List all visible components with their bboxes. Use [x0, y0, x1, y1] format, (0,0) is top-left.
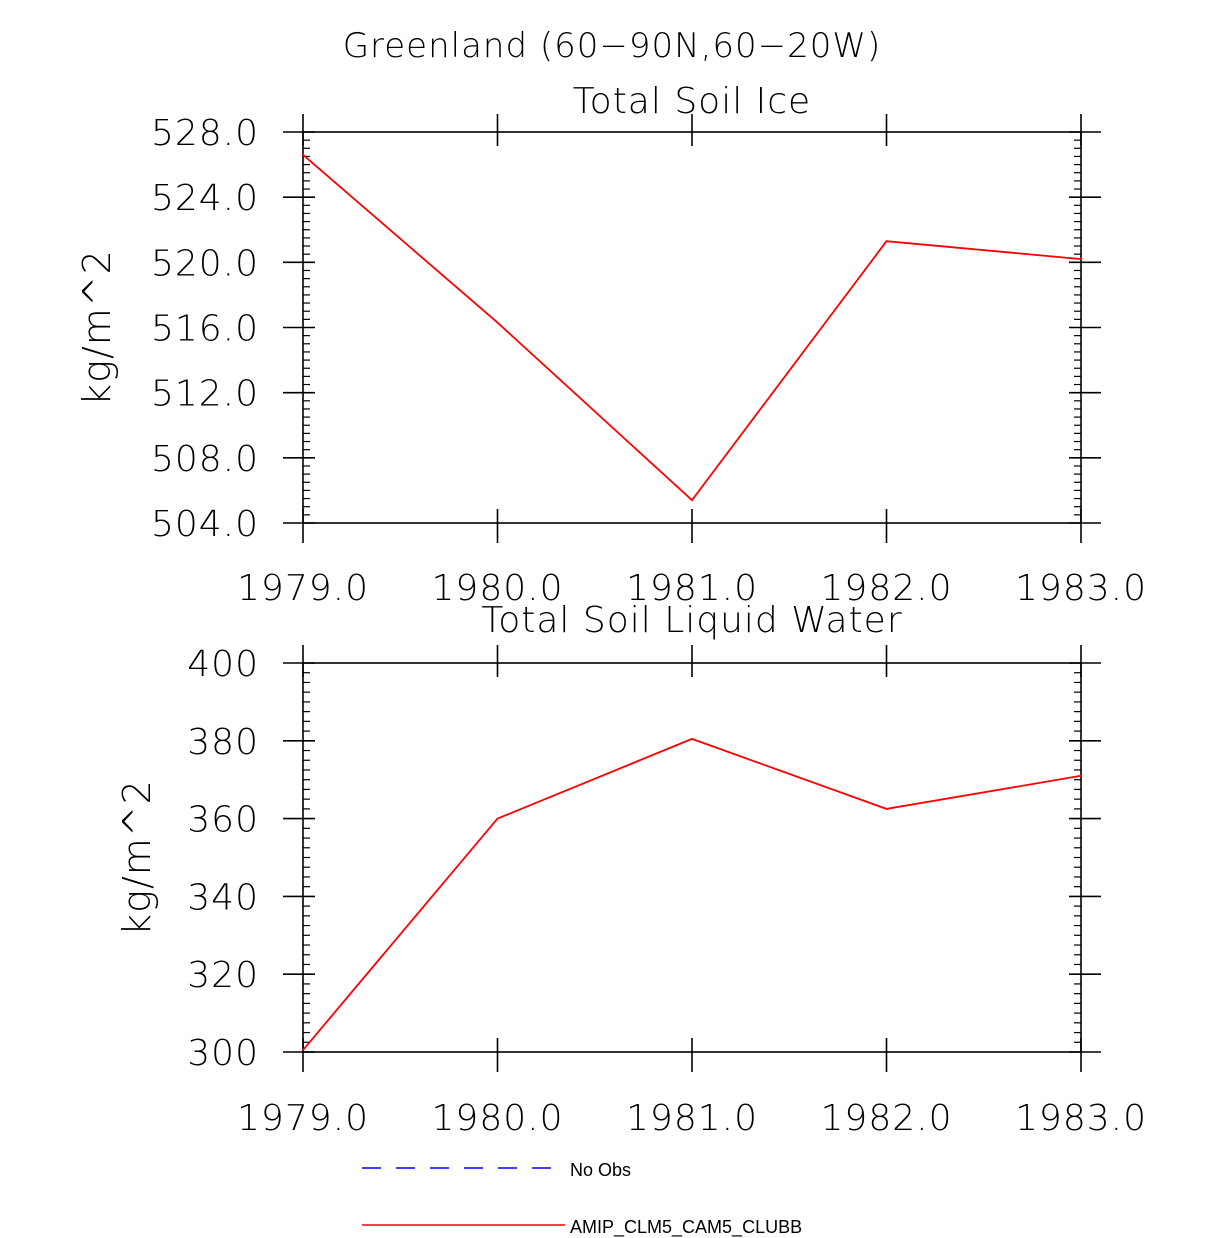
y-tick-label: 300 — [187, 1033, 259, 1074]
figure-title: Greenland (60−90N,60−20W) — [343, 26, 882, 66]
x-tick-label: 1982.0 — [821, 1098, 953, 1139]
series-line-model — [302, 737, 1082, 1051]
data-point — [1080, 258, 1082, 260]
data-point — [302, 1049, 304, 1051]
panel-total-soil-ice: Total Soil Ice528.0524.0520.0516.0512.05… — [75, 81, 1147, 609]
x-tick-label: 1980.0 — [432, 1098, 564, 1139]
y-tick-label: 528.0 — [151, 113, 259, 154]
x-tick-label: 1983.0 — [1015, 1098, 1147, 1139]
y-tick-label: 380 — [187, 722, 259, 763]
data-point — [302, 153, 304, 156]
x-tick-label: 1981.0 — [626, 568, 758, 609]
legend: No Obs AMIP_CLM5_CAM5_CLUBB — [362, 1160, 802, 1238]
y-tick-label: 400 — [187, 644, 259, 685]
legend-model-label: AMIP_CLM5_CAM5_CLUBB — [570, 1217, 802, 1238]
y-axis-label: kg/m^2 — [115, 779, 159, 936]
y-tick-label: 512.0 — [151, 374, 259, 415]
plot-frame — [302, 131, 1082, 524]
x-tick-label: 1981.0 — [626, 1098, 758, 1139]
data-point — [496, 321, 499, 324]
panel-total-soil-liquid-water: Total Soil Liquid Water 400 380 360 340 320 30… — [115, 600, 1147, 1139]
data-point — [885, 807, 888, 810]
data-point — [691, 737, 693, 740]
y-tick-label: 340 — [187, 877, 259, 918]
y-tick-label: 504.0 — [151, 504, 259, 545]
series-line-model — [302, 154, 1082, 502]
x-tick-label: 1979.0 — [237, 568, 369, 609]
data-point — [1080, 774, 1082, 777]
y-tick-label: 320 — [187, 955, 259, 996]
y-tick-label: 360 — [187, 800, 259, 841]
x-tick-label: 1979.0 — [237, 1098, 369, 1139]
data-point — [691, 499, 693, 502]
y-tick-label: 508.0 — [151, 439, 259, 480]
y-axis-label: kg/m^2 — [75, 249, 119, 406]
x-tick-label: 1980.0 — [432, 568, 564, 609]
panel-title: Total Soil Liquid Water — [481, 600, 902, 641]
x-tick-label: 1983.0 — [1015, 568, 1147, 609]
x-tick-label: 1982.0 — [821, 568, 953, 609]
plot-frame — [302, 662, 1082, 1053]
y-tick-label: 520.0 — [151, 243, 259, 284]
y-tick-label: 516.0 — [151, 309, 259, 350]
legend-no-obs-label: No Obs — [570, 1160, 631, 1180]
data-point — [496, 817, 499, 820]
data-point — [885, 240, 888, 243]
y-tick-label: 524.0 — [151, 178, 259, 219]
